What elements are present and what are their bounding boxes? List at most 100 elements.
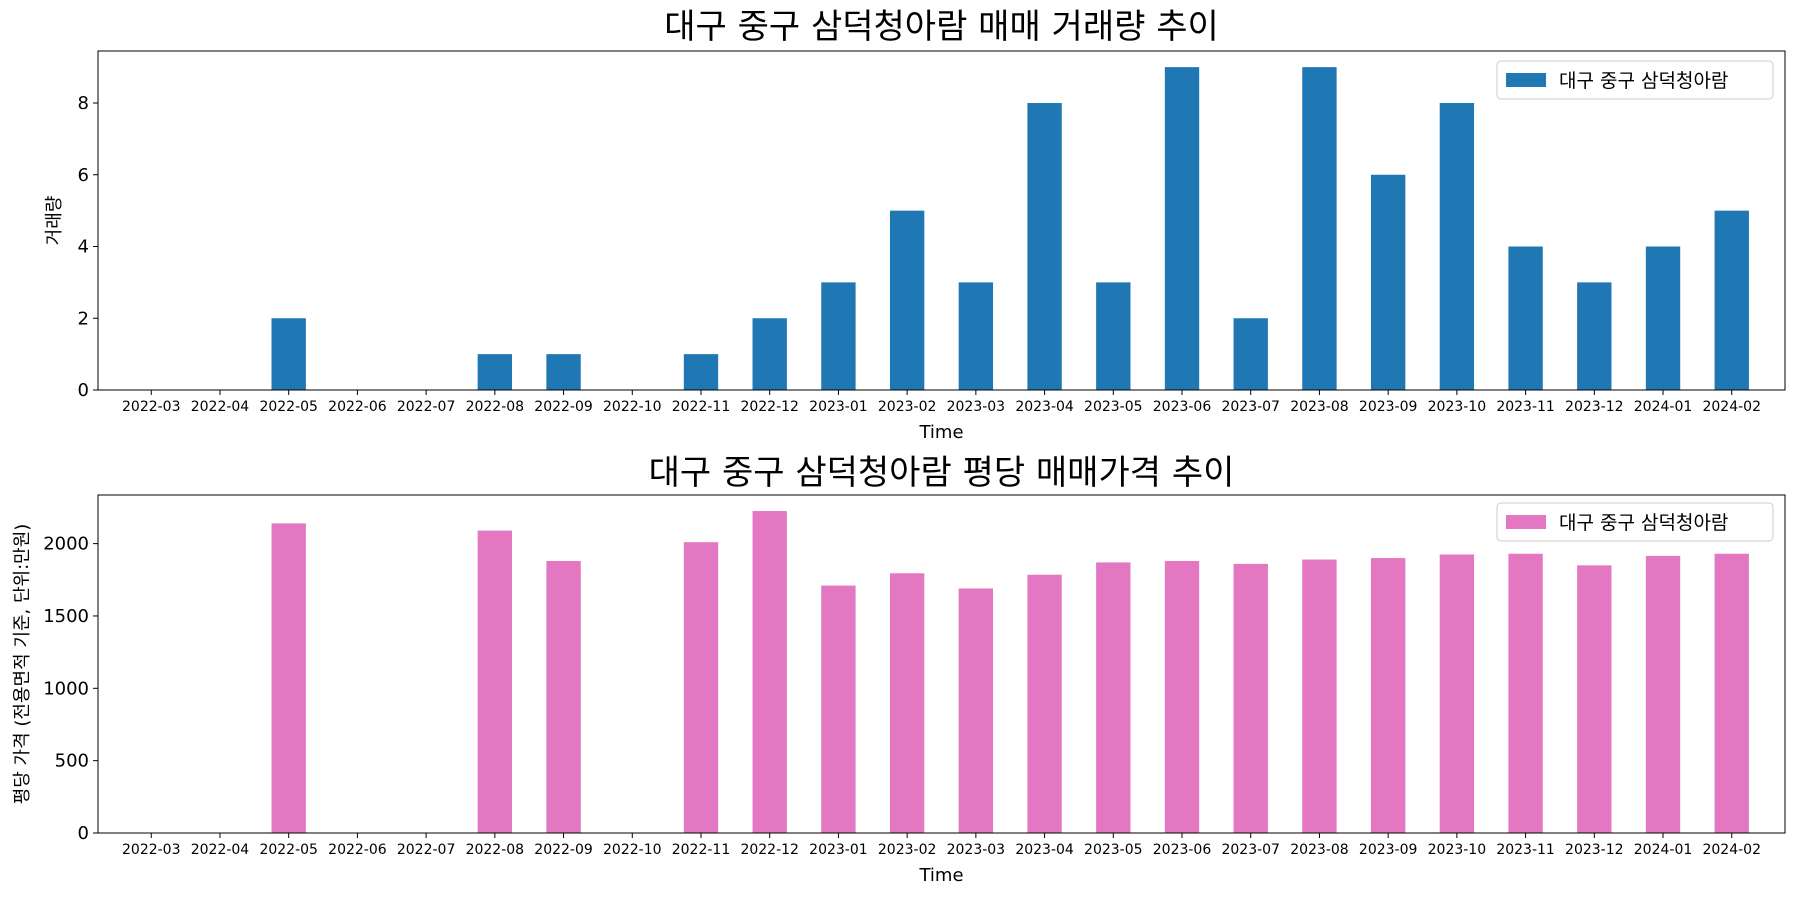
bar-2023-05 (1096, 562, 1131, 833)
bar-series (271, 511, 1749, 833)
x-tick-label: 2023-03 (947, 842, 1006, 858)
bar-2023-10 (1439, 103, 1475, 391)
x-tick-label: 2022-05 (259, 842, 318, 858)
x-tick-label: 2024-02 (1702, 842, 1761, 858)
x-tick-label: 2023-11 (1496, 842, 1555, 858)
x-tick-label: 2022-07 (397, 399, 456, 415)
bar-2023-03 (958, 588, 994, 833)
bar-2023-06 (1164, 67, 1200, 391)
plot-frame (97, 494, 1786, 834)
x-tick-label: 2022-10 (603, 399, 662, 415)
x-tick-label: 2022-08 (466, 842, 525, 858)
x-tick-label: 2022-10 (603, 842, 662, 858)
x-tick-label: 2023-09 (1359, 842, 1418, 858)
bar-2023-12 (1577, 565, 1612, 833)
x-axis-label: Time (918, 422, 963, 443)
x-tick-label: 2023-04 (1015, 399, 1074, 415)
x-tick-label: 2023-07 (1221, 399, 1280, 415)
x-axis-label: Time (918, 865, 963, 886)
x-tick-label: 2023-01 (809, 842, 868, 858)
legend-box (1496, 502, 1774, 542)
bar-2023-09 (1370, 174, 1406, 390)
x-tick-label: 2022-03 (122, 399, 181, 415)
legend: 대구 중구 삼덕청아람 (1496, 502, 1774, 542)
x-tick-label: 2023-07 (1221, 842, 1280, 858)
bar-2024-02 (1714, 210, 1749, 390)
legend-label: 대구 중구 삼덕청아람 (1559, 512, 1728, 534)
x-tick-label: 2022-04 (191, 399, 250, 415)
bar-2022-12 (752, 318, 787, 390)
x-tick-label: 2023-06 (1153, 842, 1212, 858)
y-tick-label: 4 (78, 237, 89, 258)
bar-2023-08 (1302, 67, 1337, 391)
x-tick-label: 2023-06 (1153, 399, 1212, 415)
price-chart-panel: 대구 중구 삼덕청아람 평당 매매가격 추이 2022-03 2022-04 2022… (12, 453, 1786, 886)
y-tick-label: 8 (78, 93, 89, 114)
x-tick-label: 2022-11 (672, 842, 731, 858)
x-tick-label: 2023-02 (878, 399, 937, 415)
legend: 대구 중구 삼덕청아람 (1496, 60, 1774, 100)
x-tick-label: 2023-12 (1565, 842, 1624, 858)
y-tick-label: 1500 (43, 606, 89, 627)
legend-swatch (1506, 73, 1546, 87)
bar-2023-02 (889, 573, 925, 833)
bar-2023-01 (821, 585, 856, 833)
bar-2023-09 (1370, 558, 1406, 833)
legend-label: 대구 중구 삼덕청아람 (1559, 70, 1728, 92)
x-tick-label: 2023-08 (1290, 399, 1349, 415)
x-tick-label: 2023-02 (878, 842, 937, 858)
x-tick-label: 2023-01 (809, 399, 868, 415)
y-tick-label: 2 (78, 308, 89, 329)
bar-2022-05 (271, 523, 306, 833)
x-tick-label: 2022-11 (672, 399, 731, 415)
x-tick-label: 2023-04 (1015, 842, 1074, 858)
bar-2022-09 (546, 560, 581, 833)
x-tick-label: 2022-05 (259, 399, 318, 415)
bar-2023-04 (1027, 574, 1062, 833)
x-tick-label: 2022-08 (466, 399, 525, 415)
x-tick-label: 2023-10 (1428, 399, 1487, 415)
x-tick-label: 2023-11 (1496, 399, 1555, 415)
x-tick-label: 2023-05 (1084, 399, 1143, 415)
y-tick-label: 500 (55, 751, 89, 772)
bar-2022-09 (546, 354, 581, 390)
bar-2022-08 (477, 354, 513, 390)
x-tick-label: 2023-09 (1359, 399, 1418, 415)
bar-2022-05 (271, 318, 306, 390)
bar-2023-03 (958, 282, 994, 390)
x-tick-label: 2022-07 (397, 842, 456, 858)
bar-series (271, 67, 1749, 391)
bar-2022-08 (477, 530, 513, 833)
bar-2023-01 (821, 282, 856, 390)
bar-2024-01 (1645, 555, 1681, 833)
legend-box (1496, 60, 1774, 100)
bar-2023-04 (1027, 103, 1062, 391)
x-tick-label: 2023-03 (947, 399, 1006, 415)
x-tick-label: 2023-12 (1565, 399, 1624, 415)
bar-2024-01 (1645, 246, 1681, 390)
x-tick-label: 2024-01 (1634, 842, 1693, 858)
x-tick-label: 2022-03 (122, 842, 181, 858)
bar-2023-06 (1164, 560, 1200, 833)
plot-frame (97, 50, 1786, 391)
bar-2023-07 (1233, 318, 1268, 390)
x-tick-label: 2024-02 (1702, 399, 1761, 415)
legend-swatch (1506, 515, 1546, 529)
x-tick-label: 2022-09 (534, 842, 593, 858)
y-tick-label: 2000 (43, 534, 89, 555)
x-tick-label: 2024-01 (1634, 399, 1693, 415)
x-tick-label: 2022-06 (328, 399, 387, 415)
y-axis-label: 거래량 (44, 196, 65, 246)
y-tick-label: 1000 (43, 678, 89, 699)
bar-2023-10 (1439, 554, 1475, 833)
bar-2023-11 (1508, 246, 1543, 390)
x-tick-label: 2023-05 (1084, 842, 1143, 858)
bar-2023-08 (1302, 559, 1337, 833)
bar-2023-11 (1508, 553, 1543, 833)
y-tick-label: 0 (78, 823, 89, 844)
x-tick-label: 2022-12 (740, 399, 799, 415)
bar-2024-02 (1714, 553, 1749, 833)
y-tick-label: 0 (78, 380, 89, 401)
y-tick-label: 6 (78, 165, 89, 186)
